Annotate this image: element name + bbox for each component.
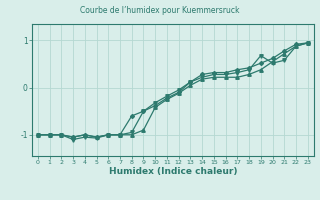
Text: Courbe de l’humidex pour Kuemmersruck: Courbe de l’humidex pour Kuemmersruck [80, 6, 240, 15]
X-axis label: Humidex (Indice chaleur): Humidex (Indice chaleur) [108, 167, 237, 176]
